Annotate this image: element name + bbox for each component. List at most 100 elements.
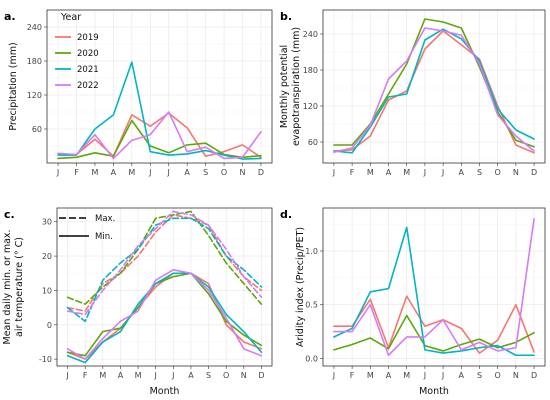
panel-label: b. bbox=[280, 10, 292, 23]
x-tick-label: D bbox=[258, 371, 264, 380]
x-tick-label: S bbox=[477, 371, 482, 380]
x-tick-label: J bbox=[423, 168, 426, 177]
plot-border bbox=[322, 9, 546, 164]
x-tick-label: F bbox=[74, 168, 79, 177]
x-tick-label: J bbox=[332, 168, 335, 177]
legend-label-2022: 2022 bbox=[77, 81, 99, 91]
x-tick-label: N bbox=[513, 168, 519, 177]
legend-label-max: Max. bbox=[95, 214, 115, 224]
panel-label: d. bbox=[280, 208, 292, 221]
y-tick-label: 180 bbox=[303, 66, 318, 75]
panel-2: 60 120 180 240 J F M A M J J A S O N Db. Monthly potenti… bbox=[279, 9, 546, 177]
y-axis-title-line: air temperature (° C) bbox=[14, 237, 25, 337]
x-tick-label: O bbox=[221, 168, 227, 177]
legend-title: Year bbox=[60, 12, 81, 23]
plot-background bbox=[57, 208, 272, 366]
series-line-2021-min bbox=[66, 272, 263, 364]
x-tick-label: S bbox=[206, 371, 211, 380]
y-axis-title-line: Precipitation (mm) bbox=[8, 42, 19, 130]
x-tick-label: F bbox=[83, 371, 88, 380]
panel-3: -10 0 10 20 30 J F M A M J J A S O N Dc. Mean daily min. … bbox=[2, 207, 273, 397]
x-tick-label: M bbox=[135, 371, 142, 380]
x-tick-label: D bbox=[531, 371, 537, 380]
y-axis-title-line: evapotranspiration (mm) bbox=[291, 27, 302, 146]
legend-label-2019: 2019 bbox=[77, 33, 99, 43]
panel-1: 60 120 180 240 J F M A M J J A S O N Da. Precipitation (… bbox=[4, 9, 273, 177]
y-tick-label: 20 bbox=[42, 252, 52, 261]
x-tick-label: J bbox=[148, 168, 151, 177]
x-tick-label: A bbox=[386, 371, 392, 380]
series-line-2019 bbox=[57, 112, 262, 159]
x-tick-label: A bbox=[184, 168, 190, 177]
y-tick-label: 120 bbox=[27, 91, 42, 100]
x-tick-label: J bbox=[56, 168, 59, 177]
series-line-2022 bbox=[57, 111, 262, 160]
y-tick-label: 10 bbox=[42, 286, 52, 295]
x-tick-label: N bbox=[239, 168, 245, 177]
x-tick-label: D bbox=[531, 168, 537, 177]
plot-border bbox=[56, 207, 273, 367]
y-tick-label: 0 bbox=[47, 321, 52, 330]
x-tick-label: J bbox=[167, 168, 170, 177]
series-line-2021 bbox=[333, 226, 535, 357]
legend-label-2021: 2021 bbox=[77, 65, 99, 75]
x-axis-title: Month bbox=[419, 386, 449, 397]
x-tick-label: M bbox=[403, 371, 410, 380]
series-line-2019 bbox=[333, 295, 535, 354]
series-line-2020 bbox=[333, 18, 535, 148]
y-tick-label: 60 bbox=[308, 138, 318, 147]
x-tick-label: M bbox=[128, 168, 135, 177]
x-tick-label: D bbox=[258, 168, 264, 177]
x-tick-label: O bbox=[495, 168, 501, 177]
x-tick-label: O bbox=[223, 371, 229, 380]
series-line-2022-min bbox=[66, 269, 263, 360]
series-line-2022-max bbox=[66, 210, 263, 316]
y-tick-label: 0.5 bbox=[305, 301, 318, 310]
series-line-2021 bbox=[333, 28, 535, 154]
panel-label: a. bbox=[4, 10, 16, 23]
series-line-2022 bbox=[333, 27, 535, 153]
x-tick-label: M bbox=[367, 168, 374, 177]
y-tick-label: 0.0 bbox=[305, 354, 318, 363]
legend-label-2020: 2020 bbox=[77, 49, 99, 59]
x-tick-label: A bbox=[459, 371, 465, 380]
plot-background bbox=[47, 10, 272, 163]
y-axis-title-line: Aridity index (Precip/PET) bbox=[295, 227, 306, 347]
x-tick-label: J bbox=[171, 371, 174, 380]
legend-line: Max. Min. bbox=[59, 214, 115, 242]
x-tick-label: A bbox=[118, 371, 124, 380]
series-line-2021 bbox=[57, 61, 262, 160]
legend-year: Year 2019 2020 2021 2022 bbox=[55, 12, 99, 91]
y-axis-title: Monthly potentialevapotranspiration (mm) bbox=[279, 27, 302, 146]
x-tick-label: A bbox=[188, 371, 194, 380]
y-tick-label: 240 bbox=[303, 30, 318, 39]
plot-background bbox=[323, 208, 545, 366]
x-tick-label: S bbox=[203, 168, 208, 177]
x-tick-label: J bbox=[332, 371, 335, 380]
x-tick-label: A bbox=[111, 168, 117, 177]
plot-border bbox=[46, 9, 273, 164]
x-tick-label: F bbox=[350, 168, 355, 177]
x-tick-label: M bbox=[403, 168, 410, 177]
y-tick-label: 30 bbox=[42, 218, 52, 227]
series-line-2021-max bbox=[66, 217, 263, 323]
x-tick-label: J bbox=[65, 371, 68, 380]
y-axis-title: Precipitation (mm) bbox=[8, 42, 19, 130]
x-tick-label: M bbox=[367, 371, 374, 380]
x-tick-label: J bbox=[441, 168, 444, 177]
y-tick-label: 120 bbox=[303, 102, 318, 111]
y-axis-title-line: Mean daily min. or max. bbox=[2, 229, 13, 344]
x-tick-label: S bbox=[477, 168, 482, 177]
y-tick-label: 180 bbox=[27, 57, 42, 66]
x-tick-label: A bbox=[386, 168, 392, 177]
series-line-2022 bbox=[333, 217, 535, 357]
x-tick-label: O bbox=[495, 371, 501, 380]
x-tick-label: M bbox=[99, 371, 106, 380]
y-tick-label: 240 bbox=[27, 23, 42, 32]
y-axis-title-line: Monthly potential bbox=[279, 45, 290, 128]
x-tick-label: J bbox=[423, 371, 426, 380]
panel-4: 0.0 0.5 1.0 J F M A M J J A S O N Dd.Aridity index (Pr… bbox=[280, 207, 546, 397]
x-tick-label: M bbox=[91, 168, 98, 177]
x-tick-label: A bbox=[459, 168, 465, 177]
